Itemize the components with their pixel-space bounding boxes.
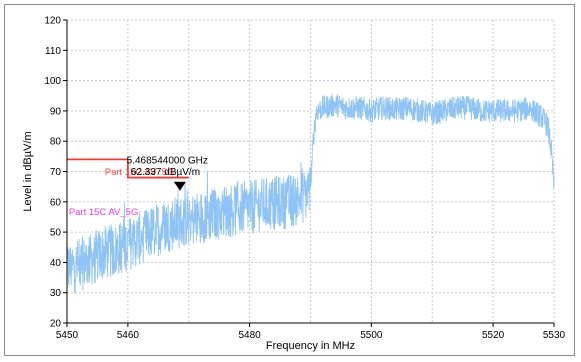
y-tick-label: 90 xyxy=(50,106,62,117)
y-tick-label: 40 xyxy=(50,258,62,269)
y-axis-title: Level in dBµV/m xyxy=(22,131,34,211)
y-tick-label: 120 xyxy=(44,16,61,27)
y-tick-label: 60 xyxy=(50,197,62,208)
spectrum-chart: 5450 5460 5480 5500 5520 5530 20 30 40 50 60 70 80 9… xyxy=(22,16,566,353)
chart-frame: 5450 5460 5480 5500 5520 5530 20 30 40 50 60 70 80 9… xyxy=(4,4,575,356)
marker-triangle xyxy=(173,181,186,191)
trace-layer xyxy=(66,93,555,294)
x-axis-title: Frequency in MHz xyxy=(266,340,355,352)
x-tick-label: 5520 xyxy=(482,330,505,341)
y-tick-label: 80 xyxy=(50,137,62,148)
x-tick-label: 5530 xyxy=(543,330,566,341)
marker-frequency-readout: 5.468544000 GHz xyxy=(127,156,208,167)
y-ticks: 20 30 40 50 60 70 80 90 100 110 120 xyxy=(44,16,67,330)
x-ticks: 5450 5460 5480 5500 5520 5530 xyxy=(56,323,566,341)
y-tick-label: 50 xyxy=(50,228,62,239)
y-tick-label: 100 xyxy=(44,76,61,87)
y-tick-label: 110 xyxy=(45,46,61,57)
y-tick-label: 70 xyxy=(50,167,62,178)
x-tick-label: 5450 xyxy=(56,330,79,341)
marker-level-readout: 62.337 dBµV/m xyxy=(131,167,200,178)
y-tick-label: 20 xyxy=(50,319,62,330)
limit-line-label: Part 15C AV_5G xyxy=(105,167,175,178)
limit-line xyxy=(67,158,189,179)
y-tick-label: 30 xyxy=(50,288,62,299)
limit-layer xyxy=(67,158,189,179)
x-tick-label: 5460 xyxy=(117,330,140,341)
spectrum-trace xyxy=(66,93,555,294)
secondary-limit-label: Part 15C AV_5G xyxy=(69,207,139,218)
x-tick-label: 5500 xyxy=(360,330,383,341)
x-tick-label: 5480 xyxy=(239,330,262,341)
